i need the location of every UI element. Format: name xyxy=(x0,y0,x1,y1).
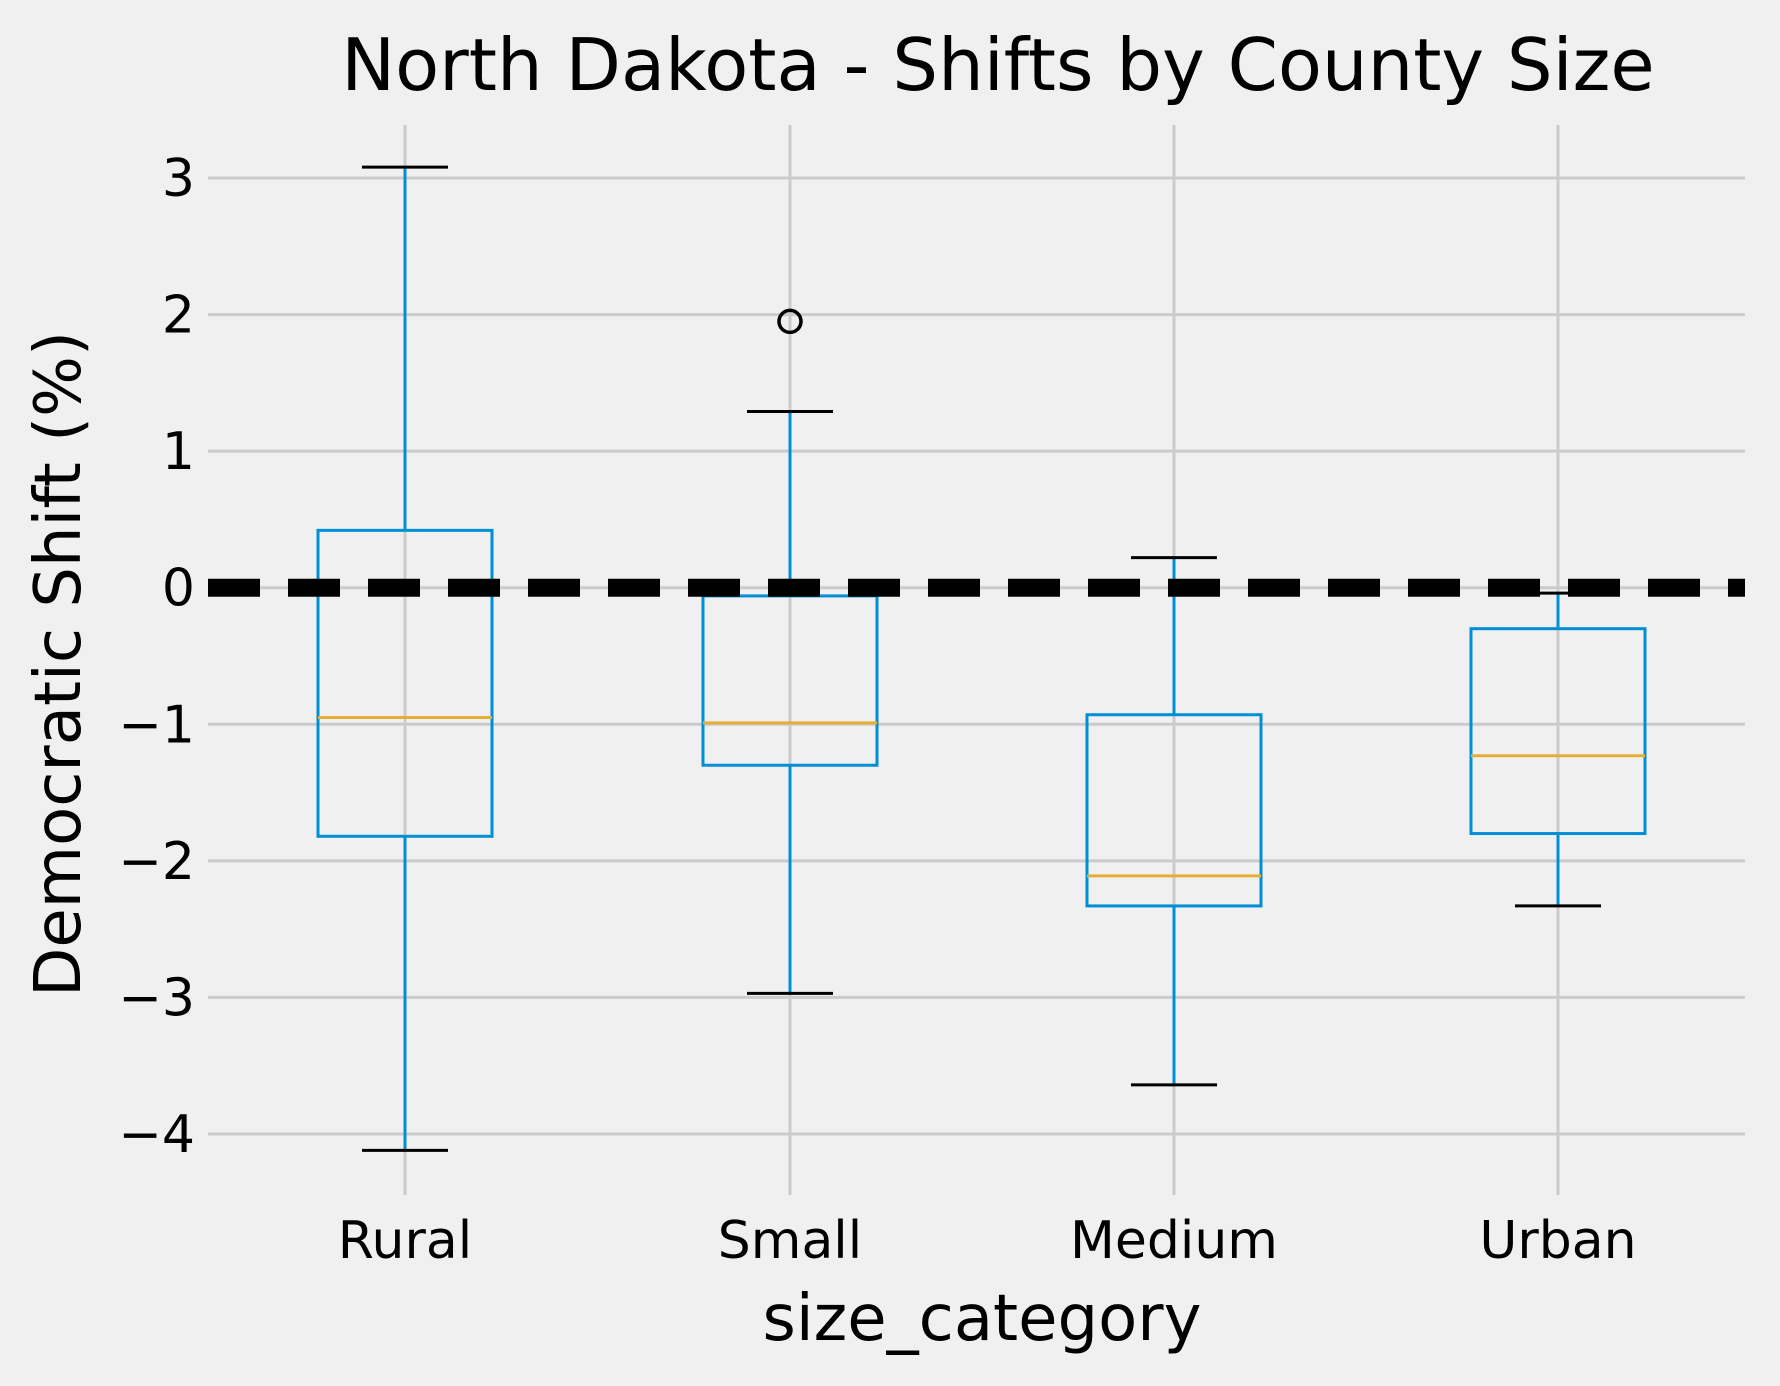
y-tick-label: −2 xyxy=(118,832,195,892)
y-tick-label: 3 xyxy=(162,149,195,209)
grid-lines xyxy=(208,125,1745,1195)
y-tick-label: −3 xyxy=(118,968,195,1028)
y-axis-label: Democratic Shift (%) xyxy=(22,331,96,997)
box-iqr xyxy=(1469,627,1647,836)
y-tick-label: 1 xyxy=(162,422,195,482)
x-axis-ticks: Rural Small Medium Urban xyxy=(338,1211,1637,1271)
box-series xyxy=(316,165,1647,1152)
outlier-point xyxy=(777,308,803,335)
x-axis-label: size_category xyxy=(763,1282,1202,1356)
y-tick-label: 2 xyxy=(162,286,195,346)
box-urban xyxy=(1469,591,1647,908)
box-iqr xyxy=(1085,713,1263,908)
x-tick-label: Urban xyxy=(1479,1211,1636,1271)
chart-title: North Dakota - Shifts by County Size xyxy=(341,23,1654,107)
box-iqr xyxy=(316,528,494,838)
y-tick-label: −4 xyxy=(118,1105,195,1165)
box-rural xyxy=(316,165,494,1152)
y-tick-label: 0 xyxy=(162,559,195,619)
y-axis-ticks: 3 2 1 0 −1 −2 −3 −4 xyxy=(118,149,195,1165)
x-tick-label: Medium xyxy=(1070,1211,1278,1271)
x-tick-label: Small xyxy=(718,1211,862,1271)
x-tick-label: Rural xyxy=(338,1211,472,1271)
y-tick-label: −1 xyxy=(118,695,195,755)
